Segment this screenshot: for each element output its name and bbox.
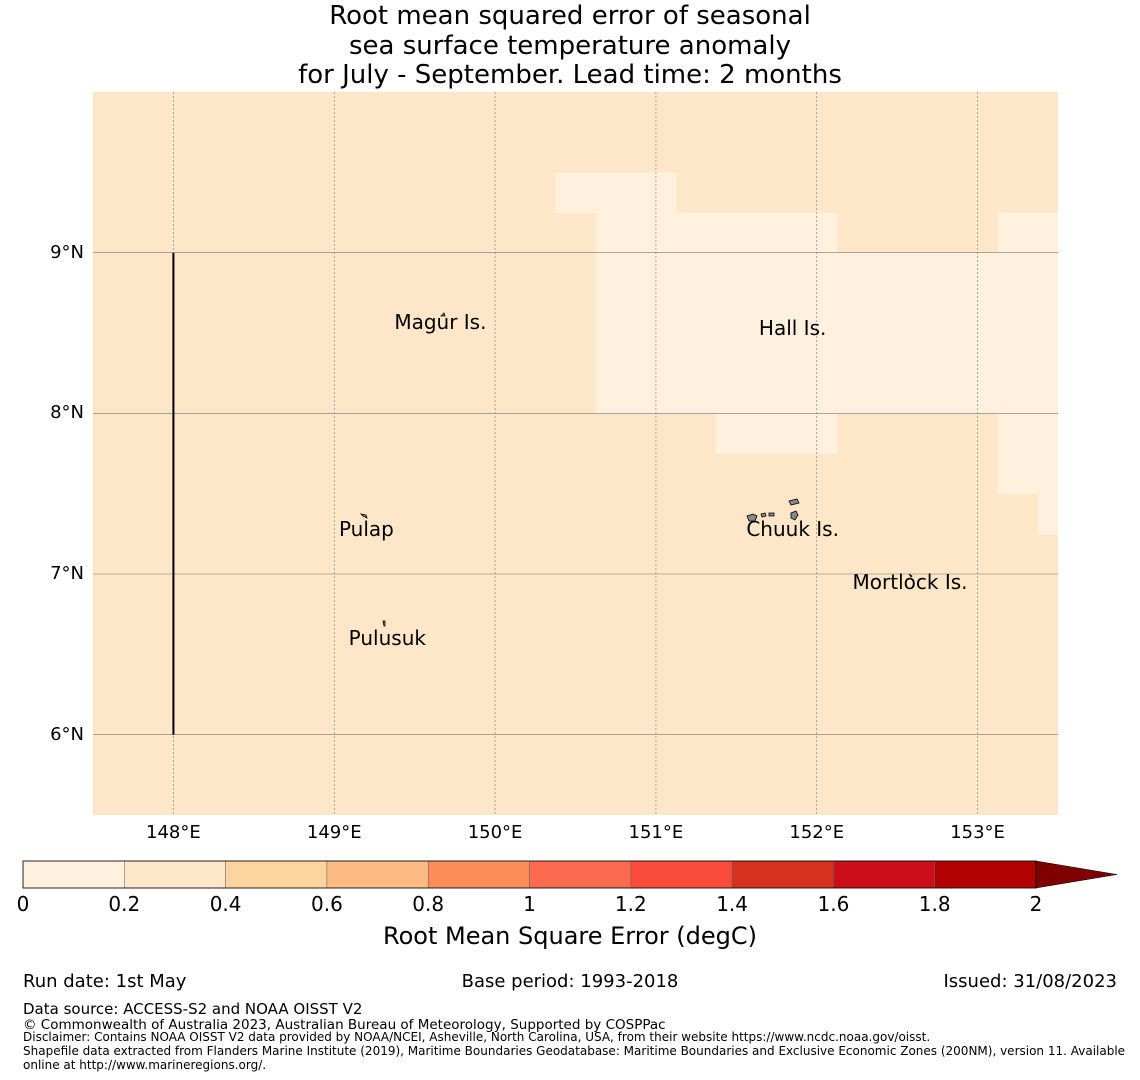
pulusuk-island-shape <box>382 620 386 627</box>
colorbar-tick-9: 1.8 <box>918 892 951 916</box>
colorbar-tick-5: 1 <box>523 892 536 916</box>
lat-label-7: 7°N <box>50 563 84 584</box>
shapefile-credit-line-2: online at http://www.marineregions.org/. <box>23 1058 267 1072</box>
place-label-4: Mortlock Is. <box>852 570 968 595</box>
colorbar-tick-4: 0.8 <box>412 892 445 916</box>
shapefile-credit-line-1: Shapefile data extracted from Flanders M… <box>23 1044 1126 1058</box>
chuuk-island-shape-1 <box>746 513 758 522</box>
title-line-2: sea surface temperature anomaly <box>349 30 791 61</box>
colorbar-tick-6: 1.2 <box>614 892 647 916</box>
low-error-cell-6 <box>1037 413 1058 535</box>
place-label-0: Magur Is. <box>394 309 487 334</box>
lon-label-152: 152°E <box>789 822 845 843</box>
magur-island-shape <box>440 312 446 317</box>
low-error-cell-1 <box>595 212 838 414</box>
colorbar-tick-10: 2 <box>1029 892 1043 916</box>
colorbar-tick-3: 0.6 <box>310 892 343 916</box>
colorbar-swatch-8 <box>833 860 935 889</box>
colorbar-tick-7: 1.4 <box>716 892 748 916</box>
chuuk-island-shape-3 <box>768 512 775 517</box>
colorbar-swatch-7 <box>731 860 834 889</box>
colorbar-tick-0: 0 <box>16 892 30 916</box>
colorbar-swatch-4 <box>427 860 530 889</box>
colorbar-swatch-5 <box>529 860 632 889</box>
lat-label-6: 6°N <box>50 723 84 745</box>
data-source: Data source: ACCESS-S2 and NOAA OISST V2 <box>23 1000 363 1018</box>
run-date: Run date: 1st May <box>23 971 187 992</box>
place-label-2: Pulap <box>338 517 394 541</box>
title-line-3: for July - September. Lead time: 2 month… <box>298 60 842 90</box>
place-label-3: Chuuk Is. <box>746 517 839 541</box>
lon-label-153: 153°E <box>950 822 1005 843</box>
low-error-cell-2 <box>836 252 999 414</box>
issued-date: Issued: 31/08/2023 <box>943 971 1117 992</box>
island-outlines <box>359 312 913 627</box>
map-title: Root mean squared error of seasonal sea … <box>0 1 1140 91</box>
colorbar-tick-1: 0.2 <box>108 892 141 916</box>
chuuk-island-shape-2 <box>760 512 767 518</box>
base-period: Base period: 1993-2018 <box>461 971 679 992</box>
low-error-cell-3 <box>997 212 1058 414</box>
copyright-notice: © Commonwealth of Australia 2023, Austra… <box>23 1017 666 1033</box>
lat-label-9: 9°N <box>50 241 84 263</box>
disclaimer: Disclaimer: Contains NOAA OISST V2 data … <box>23 1030 931 1044</box>
lat-label-8: 8°N <box>50 402 84 424</box>
lon-label-151: 151°E <box>628 822 684 843</box>
low-error-cell-4 <box>716 413 838 454</box>
mortlock-island-shape <box>908 573 913 578</box>
colorbar-outline <box>22 860 1037 889</box>
colorbar-swatch-6 <box>630 860 733 889</box>
place-label-5: Pulusuk <box>348 626 426 651</box>
colorbar-swatch-0 <box>22 860 125 889</box>
colorbar-swatch-1 <box>124 860 226 889</box>
low-error-cell-5 <box>997 413 1039 495</box>
chuuk-island-shape-4 <box>788 498 800 506</box>
colorbar-extend-arrow <box>1035 860 1118 889</box>
colorbar-swatch-9 <box>934 860 1037 889</box>
colorbar-swatch-2 <box>225 860 328 889</box>
lon-label-150: 150°E <box>467 822 523 843</box>
rmse-map <box>93 92 1058 815</box>
pulap-island-shape <box>359 513 368 519</box>
lon-label-148: 148°E <box>146 822 201 843</box>
low-error-cell-0 <box>555 172 677 213</box>
low-error-cells <box>555 172 1058 535</box>
lon-label-149: 149°E <box>306 822 362 843</box>
colorbar-tick-2: 0.4 <box>209 892 242 916</box>
colorbar-swatch-3 <box>326 860 429 889</box>
title-line-1: Root mean squared error of seasonal <box>329 1 811 31</box>
colorbar-tick-8: 1.6 <box>817 892 850 916</box>
place-label-1: Hall Is. <box>758 316 827 341</box>
colorbar <box>22 860 1118 889</box>
chuuk-island-shape-5 <box>790 510 799 521</box>
colorbar-title: Root Mean Square Error (degC) <box>383 922 757 950</box>
